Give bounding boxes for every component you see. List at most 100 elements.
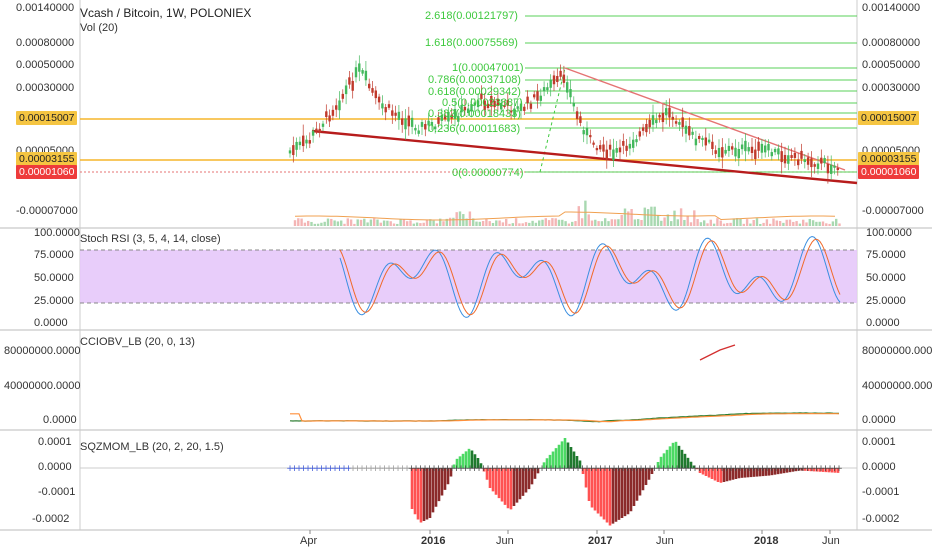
sqz-bar — [695, 468, 699, 470]
price-tag-right-orange: 0.00015007 — [858, 111, 920, 125]
volume-bar — [475, 221, 478, 226]
candle — [757, 141, 760, 151]
candle — [585, 127, 589, 136]
volume-bar — [805, 222, 808, 226]
squeeze-dot: + — [808, 464, 816, 474]
volume-bar — [297, 218, 300, 226]
volume-bar — [778, 221, 782, 226]
candle — [295, 141, 298, 150]
squeeze-dot: + — [457, 464, 465, 474]
sqz-bar — [644, 468, 648, 485]
squeeze-dot: + — [462, 464, 470, 474]
candle — [595, 148, 599, 151]
candle — [500, 102, 503, 110]
squeeze-dot: + — [723, 464, 731, 474]
price-tag-left-red: 0.00001060 — [16, 165, 78, 179]
candle — [509, 110, 513, 113]
candle — [615, 148, 618, 153]
sqz-bar — [491, 468, 495, 492]
sqz-bar — [494, 468, 498, 495]
squeeze-dot: + — [376, 464, 384, 474]
volume-bar — [455, 212, 458, 226]
candle — [635, 139, 638, 143]
sqz-bar — [821, 468, 825, 472]
squeeze-dot: + — [718, 464, 726, 474]
candle — [714, 150, 717, 154]
squeeze-dot: + — [790, 464, 798, 474]
main-right-tick: 0.00140000 — [862, 2, 921, 14]
support-trend-line — [311, 129, 858, 185]
volume-bar — [739, 218, 742, 226]
volume-bar — [326, 218, 330, 226]
squeeze-dot: + — [484, 464, 492, 474]
sqz-bar — [824, 468, 828, 473]
candle — [740, 144, 744, 150]
volume-bar — [518, 223, 521, 226]
volume-bar — [633, 219, 637, 226]
sqz-bar — [812, 468, 816, 472]
volume-bar — [577, 206, 580, 226]
volume-bar — [373, 218, 376, 226]
candle — [513, 108, 516, 116]
volume-bar — [821, 221, 825, 226]
sqz-bar — [803, 468, 807, 471]
volume-bar — [656, 215, 660, 226]
x-tick: Jun — [822, 535, 840, 547]
volume-bar — [745, 219, 749, 226]
sqz-bar — [815, 468, 819, 472]
sqz-bar — [767, 468, 771, 476]
squeeze-dot: + — [655, 464, 663, 474]
sqz-left-tick: 0.0000 — [38, 461, 72, 473]
volume-bar — [505, 218, 508, 226]
volume-bar — [409, 220, 412, 226]
candle — [344, 85, 348, 95]
sqz-bar — [461, 453, 465, 468]
volume-bar — [481, 220, 485, 226]
sqz-bar — [629, 468, 633, 512]
volume-bar — [567, 223, 571, 226]
volume-bar — [623, 208, 627, 226]
candle — [658, 114, 661, 118]
squeeze-dot: + — [660, 464, 668, 474]
volume-bar — [541, 219, 544, 226]
squeeze-dot: + — [750, 464, 758, 474]
volume-bar — [419, 223, 422, 226]
volume-bar — [729, 222, 732, 226]
sqz-bar — [515, 468, 519, 503]
volume-bar — [531, 220, 534, 226]
volume-bar — [716, 218, 719, 226]
volume-bar — [640, 220, 643, 226]
sqz-bar — [662, 453, 666, 468]
candle — [311, 130, 315, 136]
squeeze-dot: + — [390, 464, 398, 474]
squeeze-dot: + — [772, 464, 780, 474]
squeeze-dot: + — [610, 464, 618, 474]
sqz-bar — [749, 468, 753, 478]
candle — [430, 121, 434, 126]
squeeze-dot: + — [741, 464, 749, 474]
sqz-bar — [566, 442, 570, 468]
candle — [747, 147, 750, 152]
volume-bar — [363, 218, 366, 226]
sqz-bar — [671, 442, 675, 468]
volume-bar — [742, 223, 745, 226]
candle — [632, 139, 635, 148]
squeeze-dot: + — [763, 464, 771, 474]
squeeze-dot: + — [444, 464, 452, 474]
volume-bar — [488, 221, 491, 226]
volume-bar — [762, 222, 765, 226]
fib-label: 1.618(0.00075569) — [425, 37, 518, 49]
volume-bar — [300, 218, 303, 226]
candle — [764, 145, 767, 153]
volume-bar — [604, 218, 607, 226]
volume-bar — [726, 223, 729, 226]
sqz-bar — [716, 468, 720, 482]
candle — [328, 115, 331, 122]
cci-right-tick: 0.0000 — [862, 414, 896, 426]
x-tick: Jun — [496, 535, 514, 547]
squeeze-dot: + — [691, 464, 699, 474]
squeeze-dot: + — [705, 464, 713, 474]
volume-bar — [399, 219, 402, 226]
candle — [810, 158, 813, 168]
